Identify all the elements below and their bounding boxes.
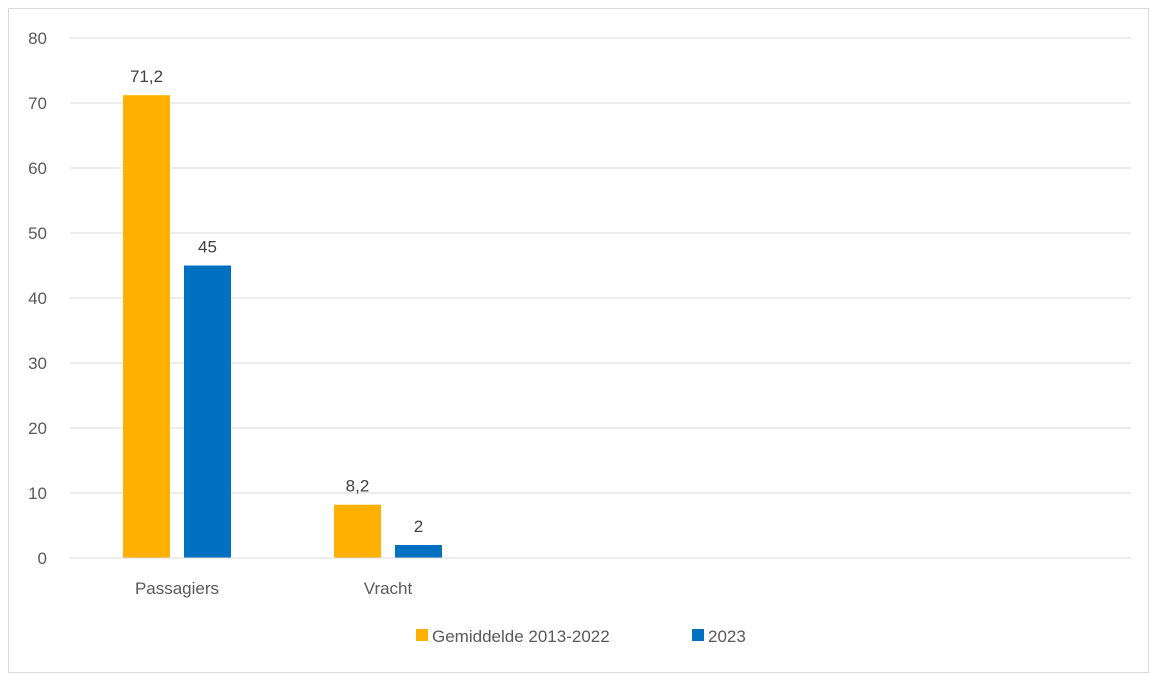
y-tick-label: 10 (28, 484, 47, 503)
y-tick-label: 70 (28, 94, 47, 113)
data-label: 2 (414, 517, 423, 536)
y-axis: 0 10 20 30 40 50 60 70 80 (28, 29, 47, 568)
x-tick-label: Passagiers (135, 579, 219, 598)
x-tick-label: Vracht (364, 579, 413, 598)
legend-label-0: Gemiddelde 2013-2022 (432, 627, 610, 646)
bar-vracht-series-1 (395, 545, 442, 558)
y-tick-label: 80 (28, 29, 47, 48)
data-labels: 71,2 45 8,2 2 (130, 67, 423, 536)
data-label: 71,2 (130, 67, 163, 86)
legend-swatch-1 (692, 629, 704, 641)
y-tick-label: 20 (28, 419, 47, 438)
bars (123, 95, 442, 558)
bar-passagiers-series-0 (123, 95, 170, 558)
legend-swatch-0 (416, 629, 428, 641)
legend-label-1: 2023 (708, 627, 746, 646)
data-label: 8,2 (346, 477, 370, 496)
data-label: 45 (198, 238, 217, 257)
y-tick-label: 0 (38, 549, 47, 568)
bar-passagiers-series-1 (184, 265, 231, 558)
y-tick-label: 30 (28, 354, 47, 373)
bar-vracht-series-0 (334, 504, 381, 558)
y-tick-label: 50 (28, 224, 47, 243)
y-tick-label: 40 (28, 289, 47, 308)
y-tick-label: 60 (28, 159, 47, 178)
x-axis: Passagiers Vracht (70, 557, 1131, 598)
legend: Gemiddelde 2013-2022 2023 (416, 627, 746, 646)
